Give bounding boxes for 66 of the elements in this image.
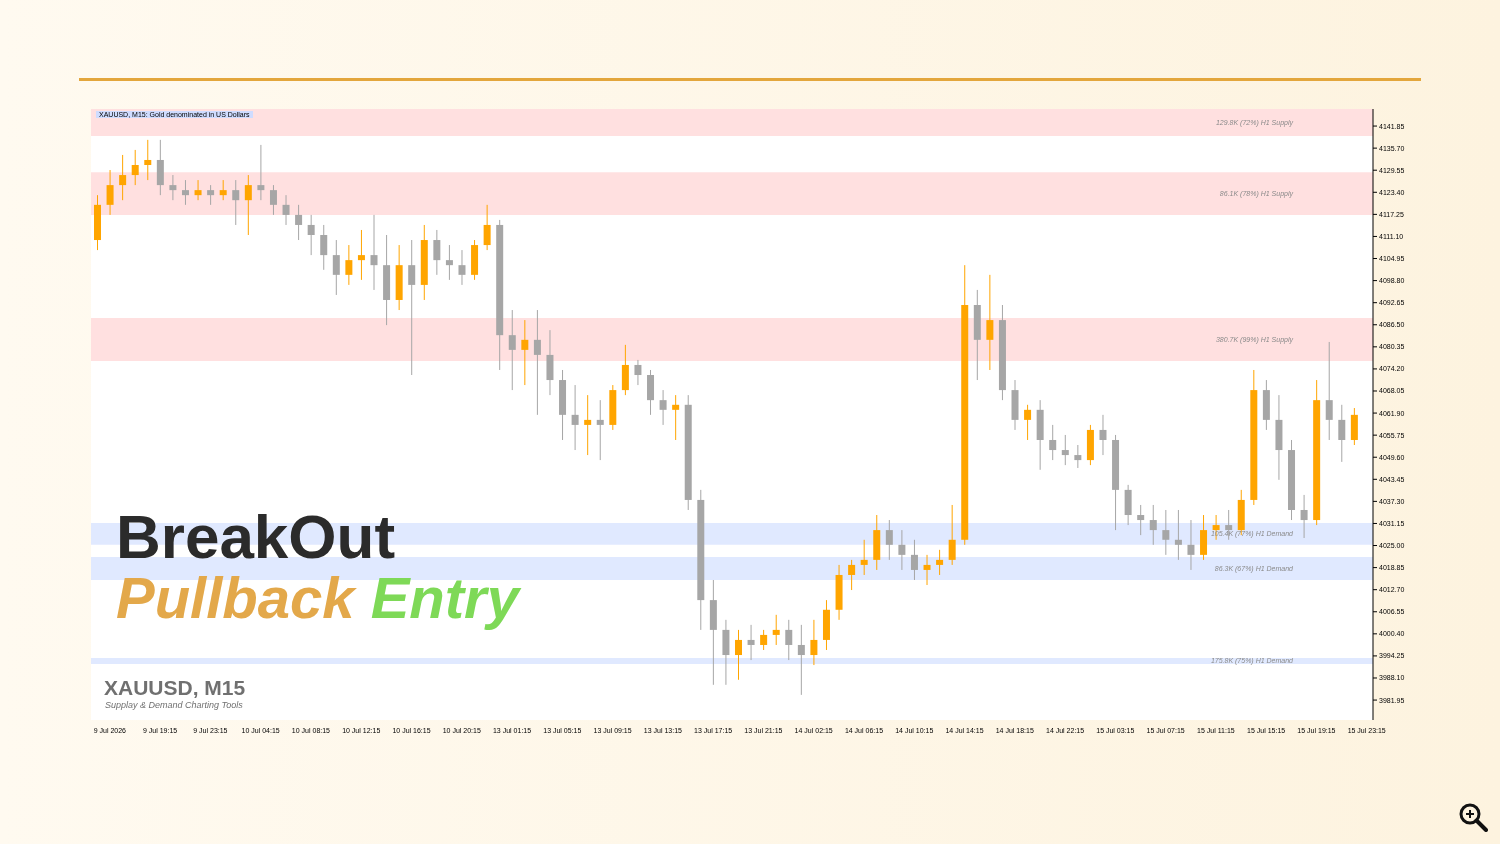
candlestick — [307, 214, 315, 256]
candlestick — [433, 229, 441, 276]
candlestick — [1187, 519, 1195, 571]
candlestick — [169, 174, 177, 201]
candlestick — [948, 504, 956, 566]
annotation: XAUUSD, M15 — [104, 676, 246, 700]
candlestick — [672, 394, 680, 441]
candlestick — [244, 174, 252, 236]
candlestick — [106, 169, 114, 216]
candlestick — [1137, 504, 1145, 536]
candlestick — [747, 624, 755, 661]
candlestick — [332, 239, 340, 296]
candlestick — [785, 619, 793, 661]
candlestick — [797, 624, 805, 696]
candlestick — [885, 519, 893, 561]
candlestick — [357, 229, 365, 281]
candlestick — [131, 149, 139, 186]
candlestick — [295, 204, 303, 241]
candlestick — [257, 144, 265, 201]
candlestick — [521, 319, 529, 386]
candlestick — [320, 224, 328, 271]
candlestick — [269, 184, 277, 216]
candlestick — [1074, 444, 1082, 469]
candlestick — [860, 539, 868, 576]
candlestick — [986, 274, 994, 371]
candlestick — [483, 204, 491, 251]
candlestick — [508, 309, 516, 391]
candlestick — [1149, 504, 1157, 546]
candlestick — [772, 614, 780, 646]
candlestick — [533, 309, 541, 416]
candlestick — [760, 629, 768, 651]
candlestick — [735, 629, 742, 681]
candlestick — [596, 399, 604, 461]
candlestick — [810, 619, 818, 666]
candlestick — [219, 179, 227, 201]
candlestick — [848, 559, 856, 591]
candlestick — [144, 139, 152, 181]
candlestick — [1300, 494, 1308, 539]
candlestick — [898, 529, 906, 571]
annotation: Supplay & Demand Charting Tools — [105, 700, 243, 710]
candlestick — [1338, 404, 1346, 463]
candlestick — [1325, 341, 1333, 441]
candlestick — [1024, 404, 1032, 441]
candlestick — [1174, 509, 1182, 561]
candlestick — [1049, 424, 1057, 461]
candlestick — [571, 384, 579, 451]
candlestick — [194, 179, 202, 201]
candlestick — [445, 244, 453, 281]
candlestick — [1061, 434, 1069, 466]
candlestick — [370, 214, 378, 291]
candlestick — [181, 179, 189, 206]
candlestick — [936, 549, 944, 576]
candlestick — [634, 359, 642, 386]
candlestick — [659, 389, 667, 426]
candlestick — [119, 154, 127, 201]
candlestick — [584, 394, 592, 456]
candlestick — [282, 194, 290, 226]
candlestick — [232, 179, 240, 226]
candlestick — [910, 539, 918, 581]
candlestick — [1162, 509, 1170, 556]
candlestick — [408, 239, 416, 376]
candlestick — [207, 184, 215, 206]
candlestick — [1099, 414, 1107, 456]
candlestick — [458, 249, 466, 286]
candlestick — [923, 554, 931, 586]
candlestick — [345, 244, 353, 286]
